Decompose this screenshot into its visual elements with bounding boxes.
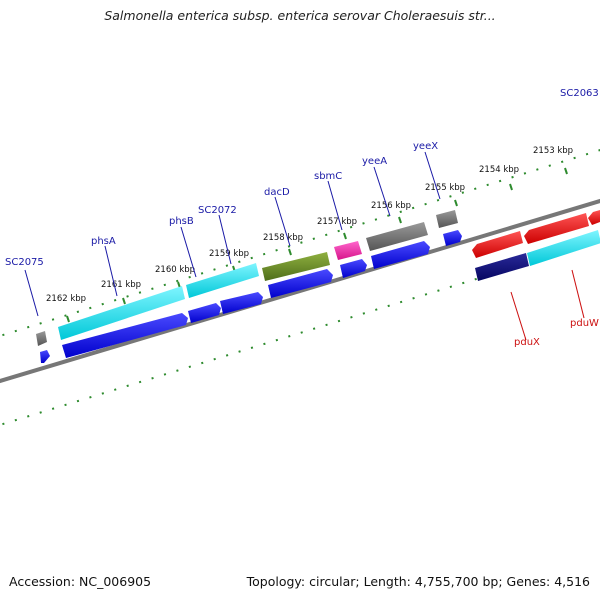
forward-features-blue — [40, 230, 462, 363]
forward-features-top — [36, 210, 600, 346]
scale-label: 2158 kbp — [263, 233, 303, 243]
gene-label-dacd[interactable]: dacD — [264, 187, 290, 198]
feature-blue-arrow[interactable] — [371, 241, 430, 269]
feature-cyan-right[interactable] — [527, 230, 600, 266]
feature-blue-arrow[interactable] — [40, 350, 50, 363]
leader-lines — [24, 151, 585, 341]
reverse-features — [472, 210, 600, 281]
scale-label: 2153 kbp — [533, 146, 573, 156]
feature-sc2075-gray[interactable] — [36, 331, 47, 346]
gene-label-sc2072[interactable]: SC2072 — [198, 205, 237, 216]
scale-label: 2154 kbp — [479, 165, 519, 175]
feature-yeea-gray[interactable] — [366, 222, 428, 251]
scale-label: 2162 kbp — [46, 294, 86, 304]
feature-yeex-gray[interactable] — [436, 210, 458, 228]
genome-summary-text: Topology: circular; Length: 4,755,700 bp… — [246, 574, 590, 589]
map-title: Salmonella enterica subsp. enterica sero… — [104, 8, 496, 23]
gene-label-phsb[interactable]: phsB — [169, 216, 194, 227]
gene-label-yeex[interactable]: yeeX — [413, 141, 438, 152]
scale-label: 2156 kbp — [371, 201, 411, 211]
feature-phsa-cyan[interactable] — [58, 286, 185, 340]
gene-label-sbmc[interactable]: sbmC — [314, 171, 342, 182]
feature-blue-arrow[interactable] — [443, 230, 462, 246]
feature-navy[interactable] — [475, 253, 529, 281]
feature-red-arrow[interactable] — [588, 210, 600, 225]
gene-label-pduw[interactable]: pduW — [570, 318, 599, 329]
feature-blue-arrow[interactable] — [220, 292, 263, 314]
feature-sbmc-magenta[interactable] — [334, 241, 362, 260]
scale-label: 2161 kbp — [101, 280, 141, 290]
feature-blue-arrow[interactable] — [340, 259, 367, 278]
scale-label: 2160 kbp — [155, 265, 195, 275]
gene-label-sc2075[interactable]: SC2075 — [5, 257, 44, 268]
gene-label-phsa[interactable]: phsA — [91, 236, 116, 247]
accession-text: Accession: NC_006905 — [9, 574, 152, 589]
gene-label-sc2063[interactable]: SC2063 — [560, 88, 599, 99]
feature-phsb-cyan[interactable] — [186, 263, 259, 298]
feature-red-arrow[interactable] — [524, 213, 589, 244]
feature-blue-arrow[interactable] — [62, 313, 188, 358]
feature-blue-arrow[interactable] — [268, 269, 333, 298]
feature-dacd-olive[interactable] — [262, 252, 330, 281]
feature-blue-arrow[interactable] — [188, 303, 221, 323]
feature-red-arrow[interactable] — [472, 231, 523, 258]
scale-label: 2155 kbp — [425, 183, 465, 193]
scale-label: 2157 kbp — [317, 217, 357, 227]
gene-label-yeea[interactable]: yeeA — [362, 156, 387, 167]
backbone-line — [0, 198, 600, 384]
gene-label-pdux[interactable]: pduX — [514, 337, 540, 348]
